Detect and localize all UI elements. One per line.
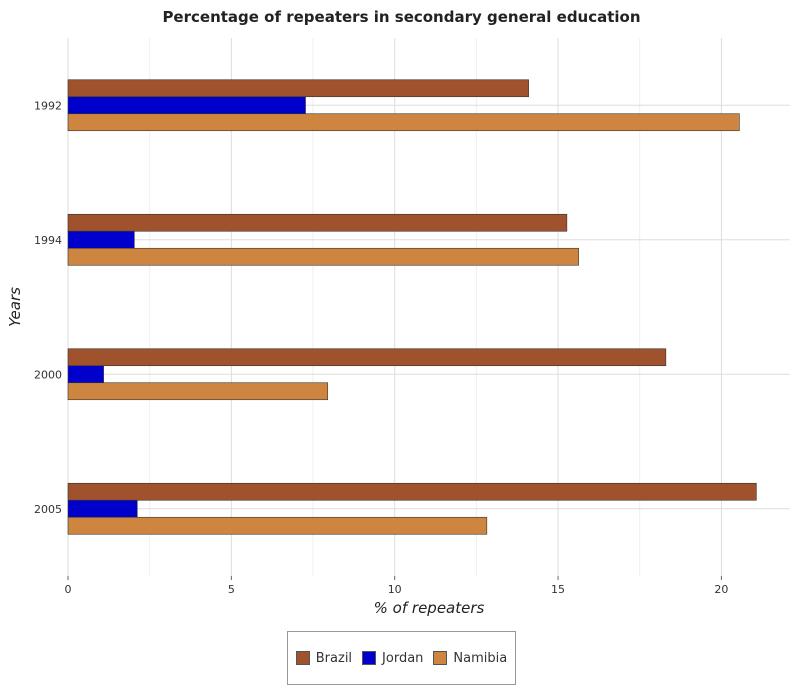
legend-item-brazil: Brazil [295,650,353,666]
y-tick-label-2005: 2005 [34,503,62,516]
legend-label-jordan: Jordan [382,650,424,666]
bar-jordan-2005 [67,499,138,518]
x-tick-label: 15 [551,583,565,596]
x-tick-label: 5 [228,583,235,596]
y-tick-label-2000: 2000 [34,368,62,381]
legend-item-namibia: Namibia [433,651,507,666]
legend: Brazil Jordan Namibia [287,631,516,685]
chart-title: Percentage of repeaters in secondary gen… [162,8,641,26]
legend-label-namibia: Namibia [453,650,508,666]
legend-swatch-namibia [433,651,448,665]
x-axis-label: % of repeaters [374,599,485,617]
x-tick-label: 0 [65,583,72,596]
bar-namibia-1992 [67,113,740,132]
bar-brazil-1992 [67,79,529,98]
bar-jordan-1994 [67,230,135,249]
x-tick-label: 10 [388,583,402,596]
y-tick-label-1994: 1994 [34,234,62,247]
legend-label-brazil: Brazil [315,650,353,666]
bar-brazil-1994 [67,213,568,232]
bar-namibia-1994 [67,247,579,266]
legend-swatch-jordan [362,651,377,665]
y-axis-label: Years [6,287,24,327]
bar-brazil-2005 [67,482,757,501]
legend-swatch-brazil [295,651,310,665]
legend-item-jordan: Jordan [362,651,423,666]
y-tick-label-1992: 1992 [34,99,62,112]
bar-namibia-2005 [67,516,488,535]
bar-jordan-2000 [67,365,104,384]
x-tick-label: 20 [714,583,728,596]
bar-brazil-2000 [67,348,667,367]
bar-namibia-2000 [67,382,329,401]
bar-jordan-1992 [67,96,306,115]
